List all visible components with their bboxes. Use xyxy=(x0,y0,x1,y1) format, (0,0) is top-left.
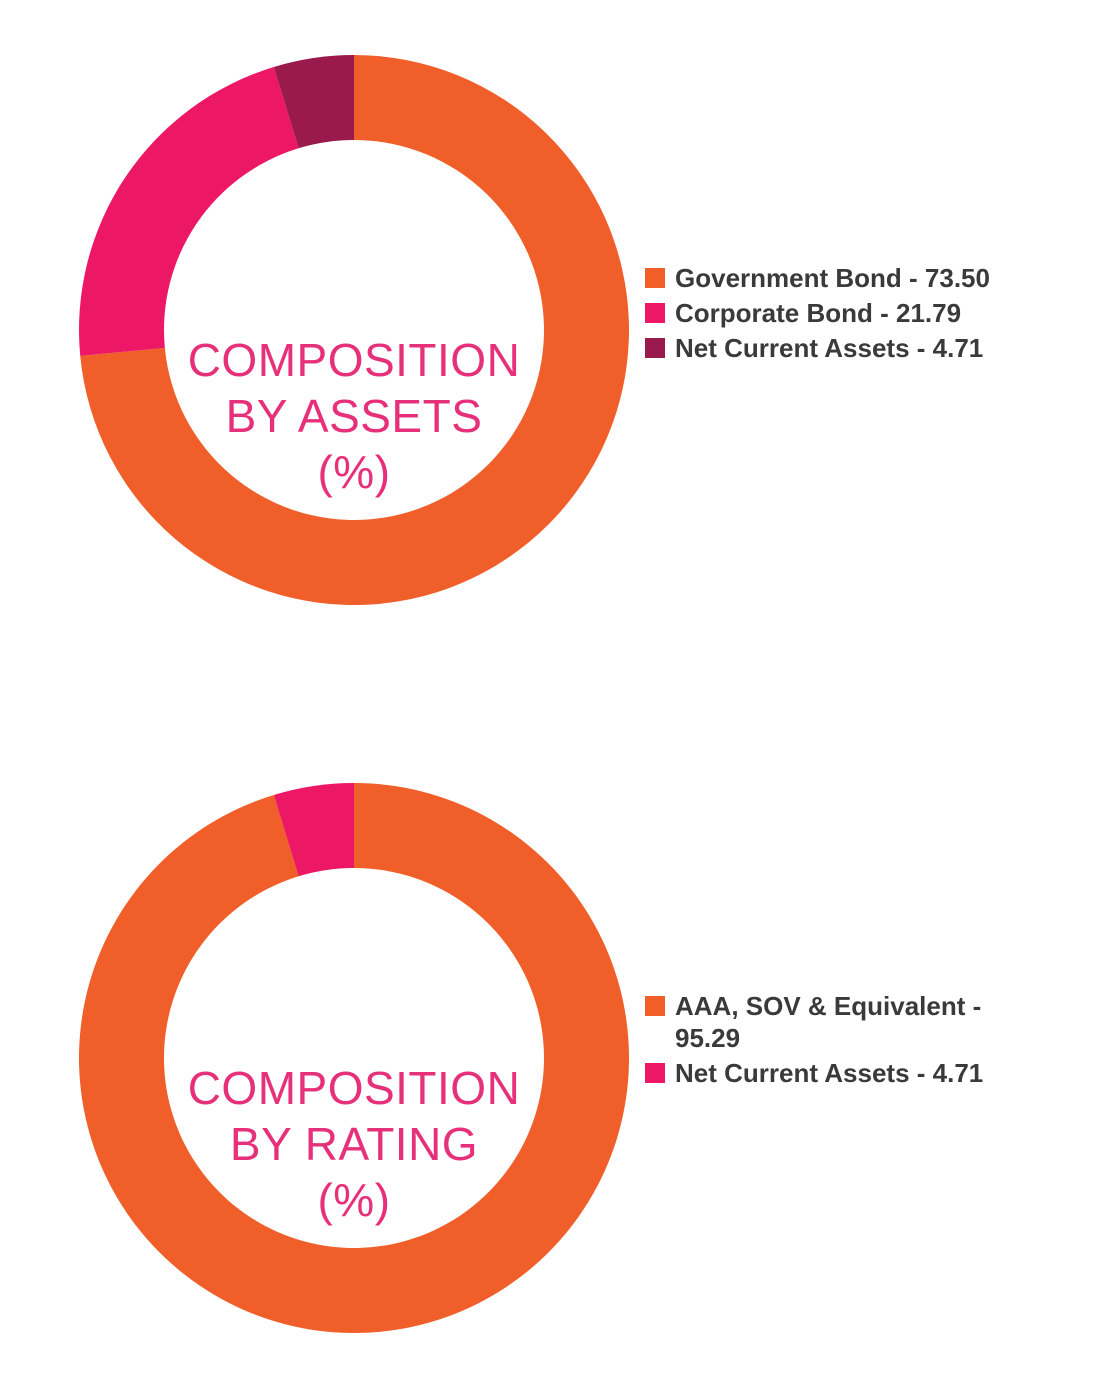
donut-slice-aaa-sov-equivalent xyxy=(78,783,629,1333)
legend-label: AAA, SOV & Equivalent - 95.29 xyxy=(675,991,982,1053)
chart-composition-by-rating: COMPOSITION BY RATING (%) AAA, SOV & Equ… xyxy=(0,778,1103,1338)
legend-label: Net Current Assets - 4.71 xyxy=(675,333,984,363)
title-line: BY ASSETS xyxy=(225,390,483,442)
legend-swatch xyxy=(645,268,665,288)
title-line: (%) xyxy=(317,446,391,498)
title-line: COMPOSITION xyxy=(187,334,521,386)
donut-center-title: COMPOSITION BY ASSETS (%) xyxy=(164,332,544,500)
legend-item: AAA, SOV & Equivalent - 95.29 xyxy=(645,990,995,1054)
chart-composition-by-assets: COMPOSITION BY ASSETS (%) Government Bon… xyxy=(0,50,1103,610)
legend-label: Net Current Assets - 4.71 xyxy=(675,1058,984,1088)
legend: Government Bond - 73.50 Corporate Bond -… xyxy=(645,262,1005,367)
legend-swatch xyxy=(645,303,665,323)
title-line: COMPOSITION xyxy=(187,1062,521,1114)
legend-item: Corporate Bond - 21.79 xyxy=(645,297,1005,329)
donut-chart xyxy=(78,783,629,1333)
donut-slice-corporate-bond xyxy=(79,66,299,356)
legend-swatch xyxy=(645,1063,665,1083)
legend-label: Government Bond - 73.50 xyxy=(675,263,990,293)
legend-item: Net Current Assets - 4.71 xyxy=(645,332,1005,364)
donut-center-title: COMPOSITION BY RATING (%) xyxy=(164,1060,544,1228)
donut-slice-government-bond xyxy=(80,55,629,606)
title-line: BY RATING xyxy=(229,1118,479,1170)
legend-label: Corporate Bond - 21.79 xyxy=(675,298,962,328)
donut-slice-net-current-assets xyxy=(273,55,354,149)
legend-swatch xyxy=(645,338,665,358)
legend-item: Government Bond - 73.50 xyxy=(645,262,1005,294)
title-line: (%) xyxy=(317,1174,391,1226)
legend-swatch xyxy=(645,996,665,1016)
legend-item: Net Current Assets - 4.71 xyxy=(645,1057,995,1089)
donut-slice-net-current-assets xyxy=(273,783,354,877)
legend: AAA, SOV & Equivalent - 95.29 Net Curren… xyxy=(645,990,995,1092)
donut-chart xyxy=(79,55,629,606)
